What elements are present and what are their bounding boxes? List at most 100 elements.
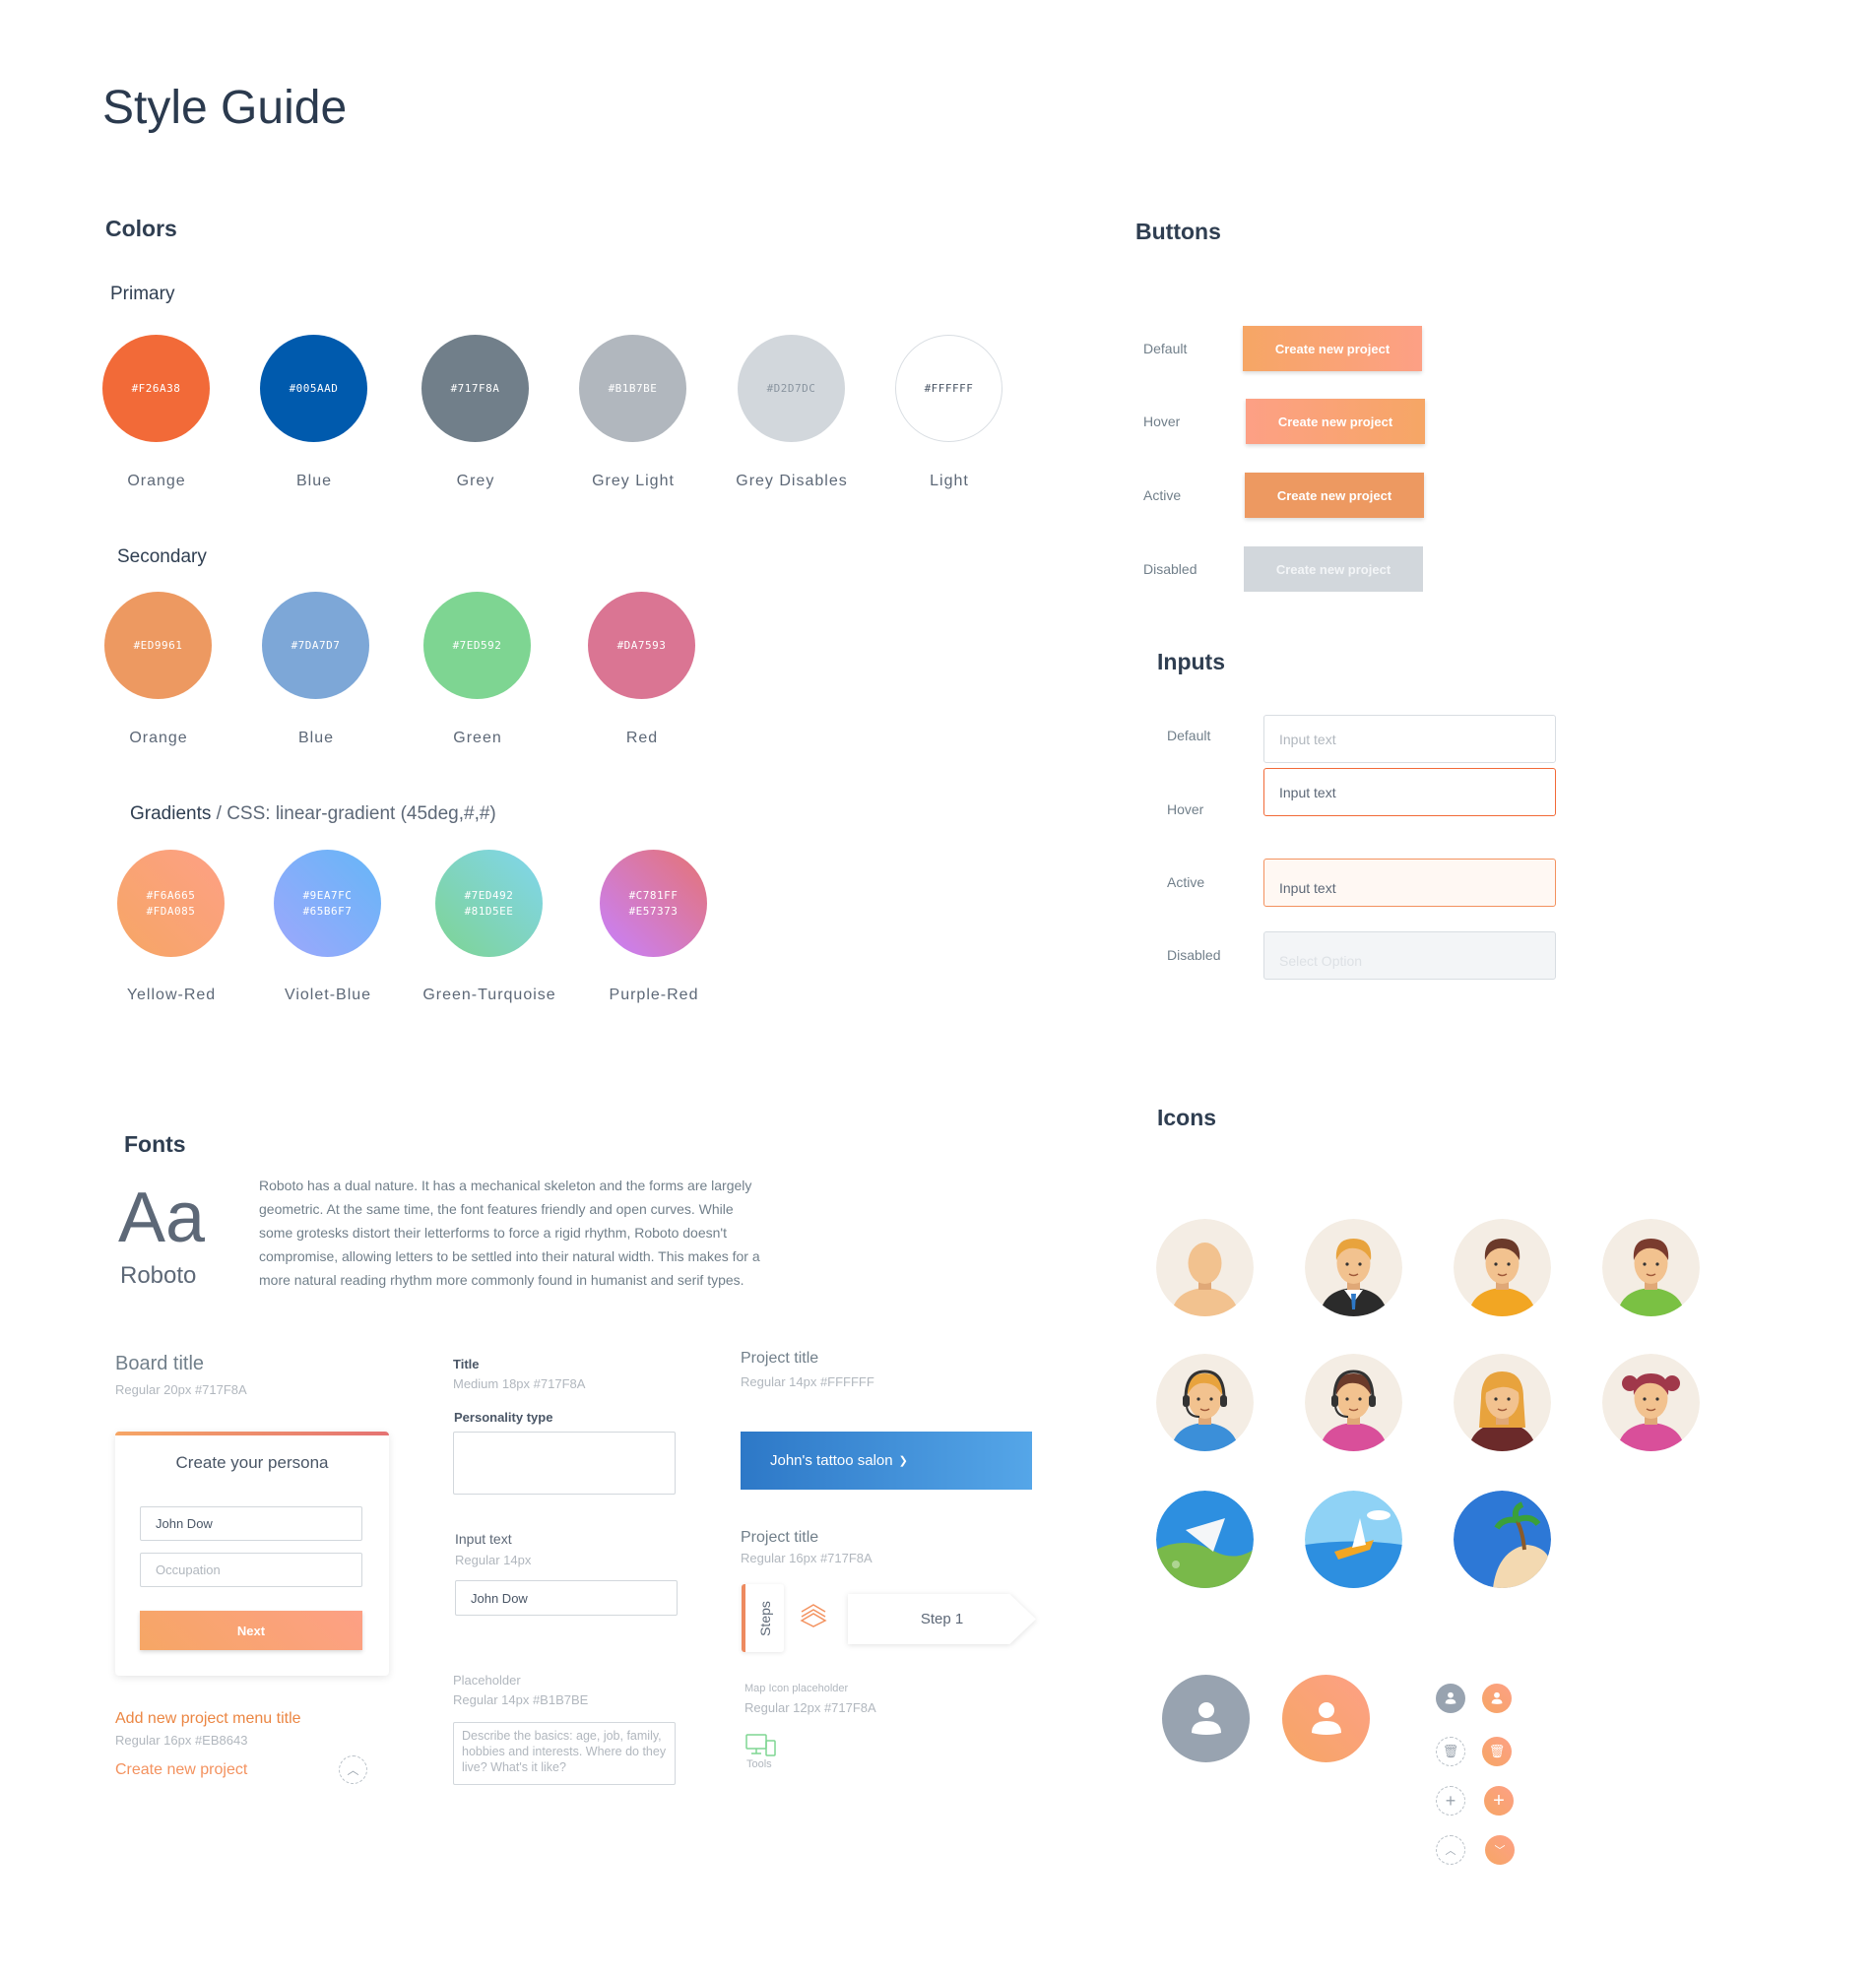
colors-heading: Colors	[105, 216, 177, 241]
swatch-primary: #B1B7BE	[579, 335, 686, 442]
button-disabled[interactable]: Create new project	[1244, 546, 1423, 592]
avatar-boy-green-shirt-icon[interactable]	[1602, 1219, 1700, 1316]
step-1-arrow[interactable]: Step 1	[848, 1594, 1036, 1644]
placeholder-meta: Regular 14px #B1B7BE	[453, 1692, 589, 1707]
swatch-primary: #D2D7DC	[738, 335, 845, 442]
gradient-from-hex: #C781FF	[628, 888, 679, 902]
input-default[interactable]: Input text	[1263, 715, 1556, 763]
title-meta: Medium 18px #717F8A	[453, 1376, 586, 1391]
title-label: Title	[453, 1357, 480, 1371]
avatar-girl-pigtails-icon[interactable]	[1602, 1354, 1700, 1451]
avatar-support-man-icon[interactable]	[1156, 1354, 1254, 1451]
steps-tab[interactable]: Steps	[742, 1584, 784, 1652]
swatch-gradient: #C781FF #E57373	[600, 850, 707, 957]
swatch-hex: #FFFFFF	[924, 381, 974, 395]
page-title: Style Guide	[102, 82, 348, 134]
button-default[interactable]: Create new project	[1243, 326, 1422, 371]
swatch-hex: #005AAD	[289, 381, 339, 395]
project-title-sample-2: Project title	[741, 1529, 819, 1546]
inputs-heading: Inputs	[1157, 649, 1225, 674]
gradient-from-hex: #F6A665	[146, 888, 196, 902]
plus-outline-icon[interactable]: +	[1436, 1786, 1465, 1816]
gradients-heading: Gradients / CSS: linear-gradient (45deg,…	[130, 803, 496, 825]
chevron-down-filled-icon[interactable]: ﹀	[1485, 1835, 1515, 1865]
scene-plane-over-island-icon[interactable]	[1156, 1491, 1254, 1588]
chevron-down-icon: ❯	[898, 1455, 908, 1467]
swatch-hex: #D2D7DC	[766, 381, 816, 395]
next-button[interactable]: Next	[140, 1611, 362, 1650]
swatch-name: Blue	[295, 473, 333, 489]
gradient-from-hex: #9EA7FC	[302, 888, 353, 902]
card-title: Create your persona	[175, 1453, 329, 1472]
input-hover[interactable]: Input text	[1263, 768, 1556, 816]
chevron-up-icon[interactable]: ︿	[339, 1755, 367, 1784]
scene-boat-on-sea-icon[interactable]	[1305, 1491, 1402, 1588]
layers-icon[interactable]	[800, 1603, 827, 1628]
button-hover[interactable]: Create new project	[1246, 399, 1425, 444]
menu-title-meta: Regular 16px #EB8643	[115, 1733, 248, 1748]
project-selector[interactable]: John's tattoo salon ❯	[741, 1432, 1032, 1490]
avatar-bald-man-icon[interactable]	[1156, 1219, 1254, 1316]
card-accent-bar	[115, 1432, 389, 1435]
project-title-meta: Regular 14px #FFFFFF	[741, 1374, 874, 1389]
avatar-man-orange-shirt-icon[interactable]	[1454, 1219, 1551, 1316]
avatar-businessman-icon[interactable]	[1305, 1219, 1402, 1316]
user-grey-icon[interactable]	[1162, 1675, 1250, 1762]
occupation-input[interactable]: Occupation	[140, 1553, 362, 1587]
avatar-support-woman-icon[interactable]	[1305, 1354, 1402, 1451]
swatch-name: Red	[625, 730, 659, 746]
trash-filled-icon[interactable]: 🗑	[1482, 1737, 1512, 1766]
swatch-name: Grey	[456, 473, 495, 489]
font-description: Roboto has a dual nature. It has a mecha…	[259, 1178, 760, 1288]
gradient-from-hex: #7ED492	[464, 888, 514, 902]
swatch-name: Blue	[297, 730, 335, 746]
description-textarea[interactable]: Describe the basics: age, job, family, h…	[453, 1722, 676, 1785]
swatch-hex: #7ED592	[452, 638, 502, 652]
swatch-hex: #7DA7D7	[291, 638, 341, 652]
swatch-gradient: #7ED492 #81D5EE	[435, 850, 543, 957]
gradient-to-hex: #65B6F7	[302, 904, 353, 918]
button-active[interactable]: Create new project	[1245, 473, 1424, 518]
swatch-name: Green-Turquoise	[422, 987, 556, 1003]
swatch-hex: #F26A38	[131, 381, 181, 395]
swatch-name: Green	[453, 730, 502, 746]
avatar-blonde-woman-icon[interactable]	[1454, 1354, 1551, 1451]
swatch-hex: #B1B7BE	[608, 381, 658, 395]
swatch-secondary: #ED9961	[104, 592, 212, 699]
input-active[interactable]: Input text	[1263, 859, 1556, 907]
input-state-label: Active	[1167, 874, 1205, 890]
map-icon-meta: Regular 12px #717F8A	[744, 1700, 876, 1715]
user-small-orange-icon[interactable]	[1482, 1684, 1512, 1713]
board-title-sample: Board title	[115, 1353, 205, 1374]
swatch-primary: #F26A38	[102, 335, 210, 442]
primary-heading: Primary	[110, 284, 175, 304]
project-title-meta-2: Regular 16px #717F8A	[741, 1551, 873, 1565]
swatch-name: Purple-Red	[609, 987, 699, 1003]
placeholder-label: Placeholder	[453, 1673, 521, 1688]
project-title-sample: Project title	[741, 1350, 819, 1367]
input-text-meta: Regular 14px	[455, 1553, 532, 1567]
plus-filled-icon[interactable]: +	[1484, 1786, 1514, 1816]
project-name: John's tattoo salon	[770, 1452, 893, 1469]
john-dow-input[interactable]: John Dow	[455, 1580, 678, 1616]
swatch-gradient: #9EA7FC #65B6F7	[274, 850, 381, 957]
swatch-hex: #717F8A	[450, 381, 500, 395]
personality-type-textarea[interactable]	[453, 1432, 676, 1495]
create-new-project-link[interactable]: Create new project	[115, 1761, 248, 1778]
input-state-label: Hover	[1167, 801, 1204, 817]
scene-palm-island-icon[interactable]	[1454, 1491, 1551, 1588]
tools-label: Tools	[746, 1758, 772, 1770]
devices-icon[interactable]	[745, 1734, 777, 1757]
trash-outline-icon[interactable]: 🗑	[1436, 1737, 1465, 1766]
chevron-up-outline-icon[interactable]: ︿	[1436, 1835, 1465, 1865]
user-small-grey-icon[interactable]	[1436, 1684, 1465, 1713]
gradient-to-hex: #FDA085	[146, 904, 196, 918]
name-input[interactable]: John Dow	[140, 1506, 362, 1541]
swatch-name: Grey Light	[592, 473, 675, 489]
input-text-label: Input text	[455, 1531, 512, 1547]
user-orange-icon[interactable]	[1282, 1675, 1370, 1762]
personality-type-label: Personality type	[454, 1410, 553, 1425]
step-1-label: Step 1	[848, 1594, 1036, 1644]
swatch-gradient: #F6A665 #FDA085	[117, 850, 225, 957]
input-disabled[interactable]: Select Option	[1263, 931, 1556, 980]
